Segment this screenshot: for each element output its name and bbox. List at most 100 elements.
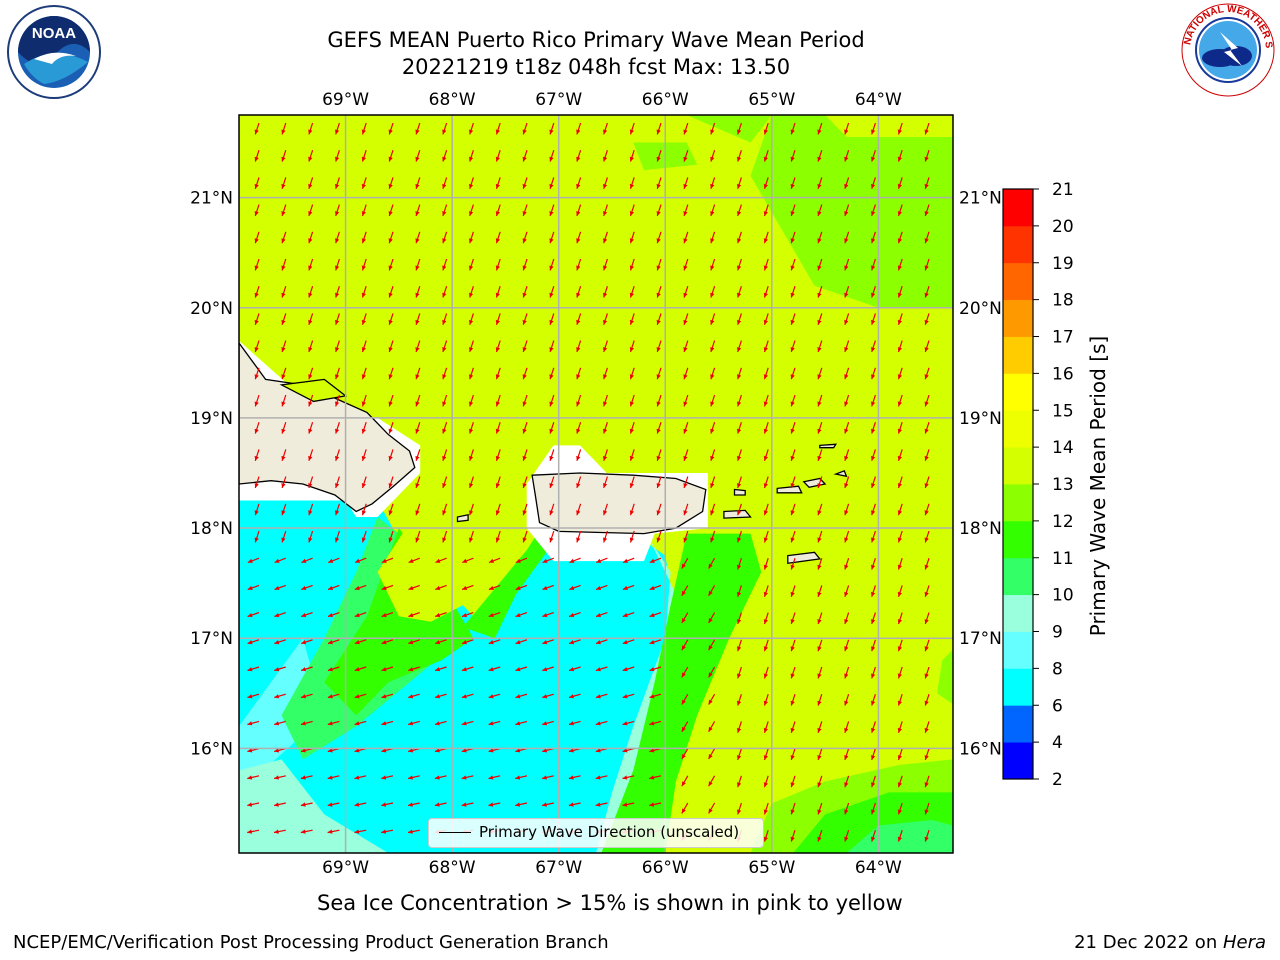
wave-arrow-head [442,401,447,407]
wave-arrow-head [656,265,661,271]
wave-arrow-head [495,129,500,135]
wave-arrow-head [763,673,768,679]
wave-arrow-head [844,374,849,380]
wave-arrow-head [415,265,420,271]
wave-arrow-head [871,428,876,434]
wave-arrow-head [681,781,686,787]
wave-arrow-head [708,781,713,787]
wave-arrow-head [897,727,902,733]
wave-arrow-head [737,510,742,516]
wave-arrow-head [622,748,628,753]
wave-arrow-head [247,585,253,590]
wave-arrow-head [308,211,313,216]
wave-arrow-head [381,721,387,726]
lat-label-left: 17°N [190,629,233,649]
colorbar-swatch [1003,705,1033,743]
wave-arrow-head [308,129,313,135]
wave-arrow-head [461,775,467,780]
wave-arrow-head [817,428,822,434]
wave-arrow-head [596,640,601,645]
wave-arrow-head [301,640,307,645]
wave-arrow-head [254,510,259,516]
wave-arrow-head [924,673,929,679]
wave-arrow-head [254,401,259,407]
wave-arrow-head [328,613,333,618]
wave-arrow-head [656,183,661,189]
wave-arrow-head [495,265,500,271]
wave-arrow-head [549,455,554,461]
wave-arrow-head [388,347,393,352]
map-subtitle: 20221219 t18z 048h fcst Max: 13.50 [401,55,791,79]
wave-arrow-head [897,809,902,815]
lat-label-right: 20°N [959,299,1002,319]
wave-arrow-head [710,483,715,488]
wave-arrow-head [595,694,601,699]
wave-arrow-head [576,374,581,380]
wave-arrow-head [442,510,447,516]
wave-arrow-head [871,782,876,788]
wave-arrow-head [844,809,849,815]
wave-arrow-head [469,537,474,543]
wave-arrow-head [897,673,902,679]
wave-arrow-head [897,564,902,570]
wave-arrow-head [844,755,849,760]
wave-arrow-head [335,211,340,216]
wave-arrow-head [656,292,661,298]
wave-arrow-head [461,667,467,672]
wave-arrow-head [683,129,688,135]
wave-arrow-head [569,721,574,726]
wave-arrow-head [737,483,742,488]
wave-arrow-head [308,156,313,162]
colorbar-tick-label: 10 [1052,586,1074,606]
wave-arrow-head [763,238,768,244]
wave-arrow-head [817,129,822,135]
wave-arrow-head [737,537,742,543]
wave-arrow-head [737,619,742,624]
wave-arrow-head [763,646,768,652]
wave-arrow-head [281,537,286,543]
wave-arrow-head [569,667,575,672]
wave-arrow-head [408,613,414,618]
wave-arrow-head [656,319,661,325]
wave-arrow-head [515,694,521,699]
wave-arrow-head [515,667,521,672]
wave-arrow-head [569,585,575,590]
wave-arrow-head [737,292,742,298]
wave-arrow-head [461,721,467,726]
wave-arrow-head [495,537,500,543]
wave-arrow-head [515,721,521,726]
wave-arrow-head [629,401,634,407]
wave-arrow-head [683,292,688,298]
wave-arrow-head [549,211,554,216]
wave-arrow-head [763,809,768,815]
wave-arrow-head [335,183,340,189]
wave-arrow-head [656,455,661,461]
wave-arrow-head [435,640,441,645]
colorbar-swatch [1003,484,1033,522]
wave-arrow-head [649,585,655,590]
colorbar-tick-label: 4 [1052,733,1063,753]
legend-label: Primary Wave Direction (unscaled) [479,823,740,841]
wave-arrow-head [844,673,849,679]
wave-arrow-head [274,829,279,834]
wave-arrow-head [763,129,768,135]
wave-arrow-head [435,748,440,753]
wave-arrow-head [355,558,360,563]
wave-arrow-head [415,510,420,516]
wave-arrow-head [522,347,527,352]
wave-arrow-head [442,183,447,189]
wave-arrow-head [790,537,795,543]
wave-arrow-head [442,347,447,352]
lat-label-left: 21°N [190,189,233,209]
wave-arrow-head [469,292,474,298]
wave-arrow-head [603,265,608,271]
wave-arrow-head [871,292,876,298]
wave-arrow-head [542,613,548,618]
wave-arrow-head [335,537,340,543]
colorbar-tick-label: 19 [1052,254,1074,274]
wave-arrow-head [549,156,554,162]
lat-label-left: 20°N [190,299,233,319]
wave-arrow-head [388,156,393,162]
wave-arrow-head [469,129,474,135]
wave-arrow-head [844,510,849,516]
